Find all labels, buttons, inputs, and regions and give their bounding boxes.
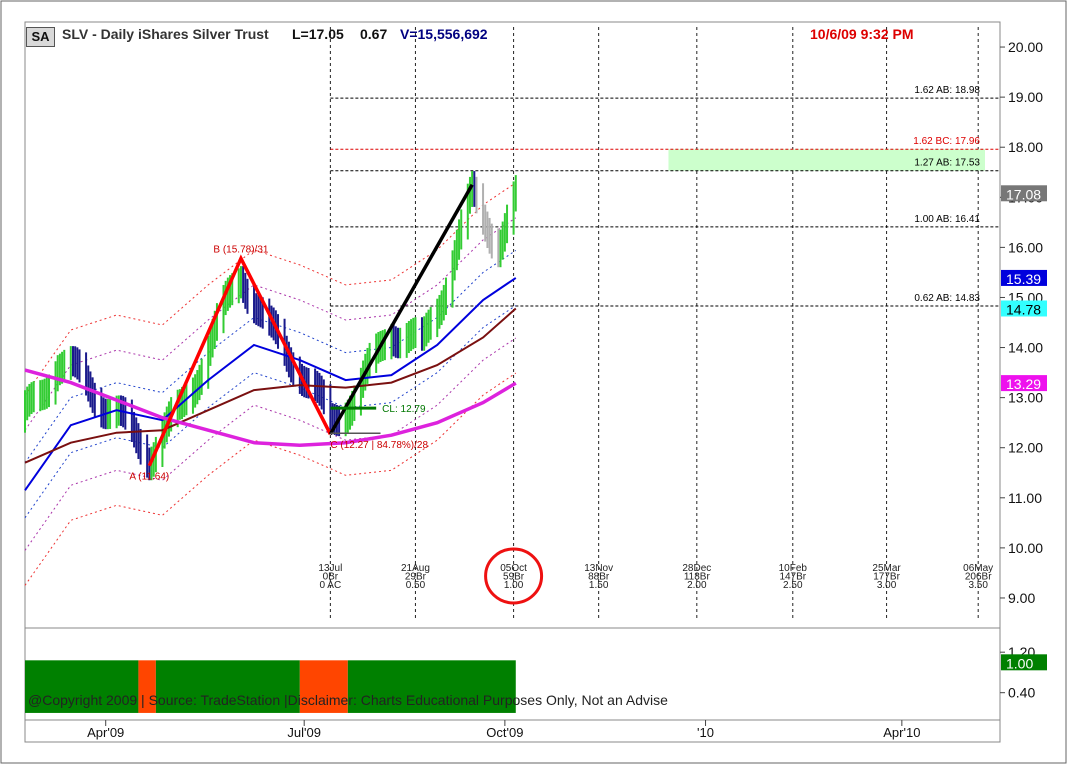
time-projection-label: 29Br xyxy=(405,572,427,583)
x-tick-label: Jul'09 xyxy=(287,725,321,740)
time-projection-label: 25Mar xyxy=(872,563,901,574)
time-projection-label: 13Jul xyxy=(318,563,342,574)
x-tick-label: Oct'09 xyxy=(486,725,523,740)
y-tick-label: 14.00 xyxy=(1008,340,1043,356)
indicator-marker-label: 1.00 xyxy=(1006,655,1033,671)
indicator-segment xyxy=(138,660,156,713)
time-projection-label: 21Aug xyxy=(401,563,430,574)
y-tick-label: 13.00 xyxy=(1008,390,1043,406)
time-projection-label: 1.50 xyxy=(589,580,609,591)
cd-leg-line xyxy=(328,183,474,436)
y-tick-label: 12.00 xyxy=(1008,440,1043,456)
time-projection-label: 10Feb xyxy=(779,563,808,574)
time-projection-label: 177Br xyxy=(873,572,900,583)
x-tick-label: '10 xyxy=(697,725,714,740)
time-projection-label: 13Nov xyxy=(584,563,613,574)
indicator-segment xyxy=(155,660,300,713)
moving-average-line xyxy=(24,277,517,491)
price-marker-label: 15.39 xyxy=(1006,271,1041,287)
time-projection-label: 1.00 xyxy=(504,580,524,591)
x-tick-label: Apr'09 xyxy=(87,725,124,740)
moving-average-line xyxy=(24,307,517,464)
price-marker xyxy=(1001,185,1047,202)
time-projection-label: 3.00 xyxy=(877,580,897,591)
y-tick-label: 20.00 xyxy=(1008,39,1043,55)
point-a-label: A (11.64) xyxy=(129,472,169,483)
time-projection-label: 59Br xyxy=(503,572,525,583)
x-tick-label: Apr'10 xyxy=(883,725,920,740)
y-tick-label: 19.00 xyxy=(1008,89,1043,105)
price-marker xyxy=(1001,269,1047,286)
time-projection-label: 0 AC xyxy=(320,580,342,591)
indicator-marker xyxy=(1001,654,1047,671)
time-projection-label: 118Br xyxy=(684,572,711,583)
time-projection-label: 06May xyxy=(963,563,993,574)
y-tick-label: 9.00 xyxy=(1008,590,1035,606)
price-marker-label: 13.29 xyxy=(1006,376,1041,392)
y-tick-label: 18.00 xyxy=(1008,139,1043,155)
price-marker-label: 17.08 xyxy=(1006,186,1041,202)
timestamp: 10/6/09 9:32 PM xyxy=(810,26,914,42)
fib-level-label: 1.00 AB: 16.41 xyxy=(914,214,980,225)
target-zone xyxy=(668,149,985,171)
cl-label: CL: 12.79 xyxy=(382,404,426,415)
time-projection-label: 88Br xyxy=(588,572,610,583)
copyright-notice: @Copyright 2009 | Source: TradeStation |… xyxy=(28,692,668,708)
moving-average-line xyxy=(24,368,517,447)
y-tick-label: 10.00 xyxy=(1008,540,1043,556)
time-projection-label: 0Br xyxy=(323,572,339,583)
time-projection-label: 2.50 xyxy=(783,580,803,591)
point-b-label: B (15.78)/31 xyxy=(213,244,268,255)
y-tick-label: 16.00 xyxy=(1008,239,1043,255)
fib-level-label: 1.62 AB: 18.98 xyxy=(914,85,980,96)
time-projection-label: 206Br xyxy=(965,572,992,583)
point-c-label: C (12.27 | 84.78%)/28 xyxy=(330,440,428,451)
indicator-segment xyxy=(299,660,348,713)
fib-level-label: 0.62 AB: 14.83 xyxy=(914,293,980,304)
time-projection-label: 0.50 xyxy=(406,580,426,591)
time-projection-label: 05Oct xyxy=(500,563,527,574)
abc-pattern-line xyxy=(147,254,332,467)
fib-level-label: 1.62 BC: 17.96 xyxy=(913,136,980,147)
price-marker-label: 14.78 xyxy=(1006,301,1041,317)
symbol-badge[interactable]: SA xyxy=(26,27,55,47)
fib-level-label: 1.27 AB: 17.53 xyxy=(914,158,980,169)
time-projection-label: 3.50 xyxy=(968,580,988,591)
indicator-segment xyxy=(347,660,516,713)
last-price: L=17.05 xyxy=(292,26,344,42)
highlight-circle xyxy=(484,547,544,605)
indicator-segment xyxy=(25,660,139,713)
chart-title: SLV - Daily iShares Silver Trust xyxy=(62,26,269,42)
time-projection-label: 2.00 xyxy=(687,580,707,591)
price-marker xyxy=(1001,300,1047,317)
indicator-tick-label: 0.40 xyxy=(1008,685,1035,701)
time-projection-label: 147Br xyxy=(779,572,806,583)
time-projection-label: 28Dec xyxy=(682,563,711,574)
volume-readout: V=15,556,692 xyxy=(400,26,488,42)
price-marker xyxy=(1001,375,1047,392)
y-tick-label: 11.00 xyxy=(1008,490,1042,506)
price-change: 0.67 xyxy=(360,26,388,42)
